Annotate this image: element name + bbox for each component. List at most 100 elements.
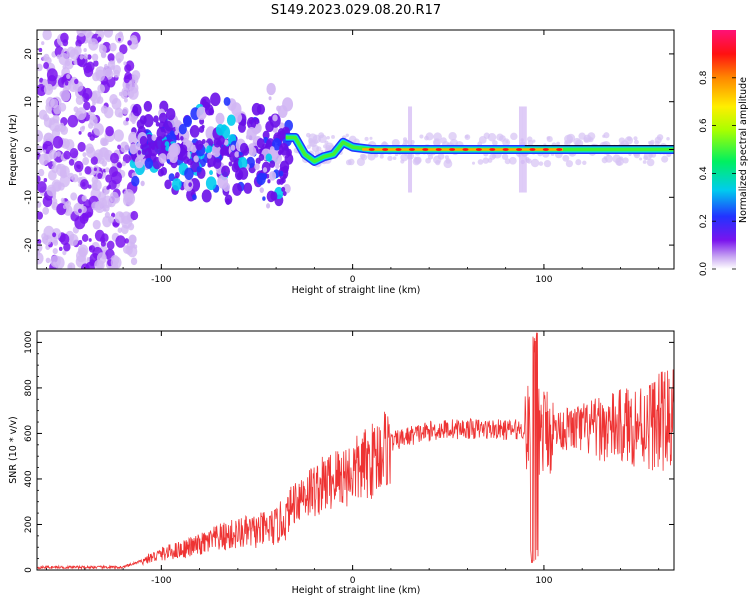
spectrogram-cell — [82, 157, 90, 166]
spectrogram-cell — [86, 211, 92, 218]
spectrogram-cell — [48, 124, 52, 129]
spectrogram-cell — [178, 123, 187, 135]
spectrogram-cell — [62, 64, 67, 70]
spectrogram-cell — [231, 162, 240, 173]
spectrogram-cell — [38, 153, 49, 166]
spectrogram-cell — [174, 130, 179, 136]
spectrogram-cell — [91, 53, 99, 62]
spectrogram-cell — [326, 136, 330, 140]
spectrogram-cell — [60, 122, 65, 128]
spectrogram-cell — [128, 131, 139, 145]
spectrogram-cell — [49, 117, 56, 125]
spectrogram-cell — [153, 115, 159, 123]
spectrogram-cell — [99, 43, 104, 50]
spectrogram-cell — [248, 119, 253, 124]
spectrogram-cell — [171, 178, 182, 191]
spectrogram-cell — [107, 184, 112, 190]
spectrogram-cell — [278, 122, 285, 130]
spectrogram-cell — [125, 117, 129, 122]
spectrogram-cell — [642, 160, 647, 164]
spectrogram-cell — [88, 238, 92, 242]
spectrogram-cell — [619, 156, 624, 161]
spectrogram-cell — [627, 136, 632, 142]
spectrogram-cell — [269, 160, 276, 168]
x-tick-label: -100 — [151, 576, 172, 586]
spectrogram-cell — [262, 167, 268, 173]
spectrogram-cell — [243, 182, 253, 194]
spectrogram-cell — [282, 191, 287, 197]
spectrogram-cell — [643, 155, 648, 161]
spectrogram-cell — [115, 235, 126, 248]
spectrogram-cell — [127, 245, 138, 258]
spectrogram-cell — [239, 142, 249, 154]
spectrogram-cell — [265, 121, 274, 133]
spectrogram-cell — [180, 135, 184, 141]
y-tick-label: 20 — [24, 48, 34, 60]
signal-track — [285, 133, 674, 166]
spectrogram-cell — [123, 119, 128, 126]
spectrogram-cell — [448, 132, 457, 141]
colorbar: 0.0 0.2 0.4 0.6 0.8 Normalized spectral ampl… — [699, 30, 749, 276]
x-tick-label: -100 — [151, 275, 172, 285]
spectrogram-cell — [82, 152, 87, 158]
spectrogram-cell — [356, 157, 365, 167]
spectrogram-cell — [210, 92, 221, 107]
spectrogram-cell — [75, 95, 84, 106]
x-tick-label: 0 — [350, 275, 356, 285]
track-peak — [435, 148, 442, 151]
spectrogram-cell — [198, 125, 205, 133]
spectrogram-cell — [527, 139, 534, 146]
spectrogram-cell — [192, 194, 197, 201]
spectrogram-cell — [78, 239, 83, 246]
spectrogram-cell — [72, 85, 77, 91]
spectrogram-cell — [169, 152, 178, 164]
spectrogram-y-label: Frequency (Hz) — [8, 114, 19, 186]
spectrogram-cell — [122, 107, 129, 115]
track-peak — [368, 148, 375, 151]
spectrogram-cell — [139, 135, 148, 146]
spectrogram-cell — [79, 54, 84, 60]
spectrogram-cell — [137, 150, 142, 155]
spectrogram-cell — [129, 143, 138, 155]
snr-y-ticks: 0 200 400 600 800 1000 — [24, 330, 674, 573]
spectrogram-cell — [68, 264, 73, 269]
spectrogram-cell — [587, 132, 596, 141]
spectrogram-cell — [230, 144, 236, 151]
spectrogram-cell — [190, 144, 197, 153]
spectrogram-cell — [648, 140, 652, 145]
spectrogram-cell — [52, 239, 59, 246]
spectrogram-cell — [64, 139, 75, 151]
spectrogram-cell — [266, 190, 276, 203]
spectrogram-cell — [254, 117, 260, 125]
spectrogram-cell — [487, 133, 497, 142]
spectrogram-cell — [266, 82, 276, 96]
track-peak — [556, 148, 563, 151]
spectrogram-cell — [37, 145, 42, 153]
spectrogram-cell — [265, 153, 273, 162]
spectrogram-cell — [118, 91, 123, 97]
spectrogram-cell — [70, 192, 78, 201]
spectrogram-cell — [123, 61, 127, 66]
spectrogram-cell — [38, 47, 43, 53]
x-tick-label: 100 — [535, 275, 552, 285]
spectrogram-cell — [269, 146, 275, 153]
y-tick-label: 0 — [24, 567, 34, 573]
spectrogram-cell — [108, 166, 118, 178]
spectrogram-cell — [69, 48, 80, 60]
spectrogram-cell — [502, 138, 511, 147]
spectrogram-cell — [117, 227, 123, 233]
y-tick-label: 200 — [24, 516, 34, 533]
spectrogram-cell — [134, 156, 145, 169]
spectrogram-cell — [89, 105, 96, 113]
spectrogram-cell — [62, 250, 67, 256]
spectrogram-cell — [103, 30, 114, 38]
spectrogram-cell — [86, 146, 96, 158]
spectrogram-cell — [425, 157, 431, 164]
spectrogram-cell — [103, 63, 108, 69]
spectrogram-cell — [622, 157, 629, 164]
spectrogram-cell — [279, 160, 290, 173]
spectrogram-cell — [77, 164, 81, 170]
spectrogram-cell — [42, 79, 48, 86]
spectrogram-cell — [565, 160, 573, 168]
spectrogram-cell — [213, 158, 222, 169]
